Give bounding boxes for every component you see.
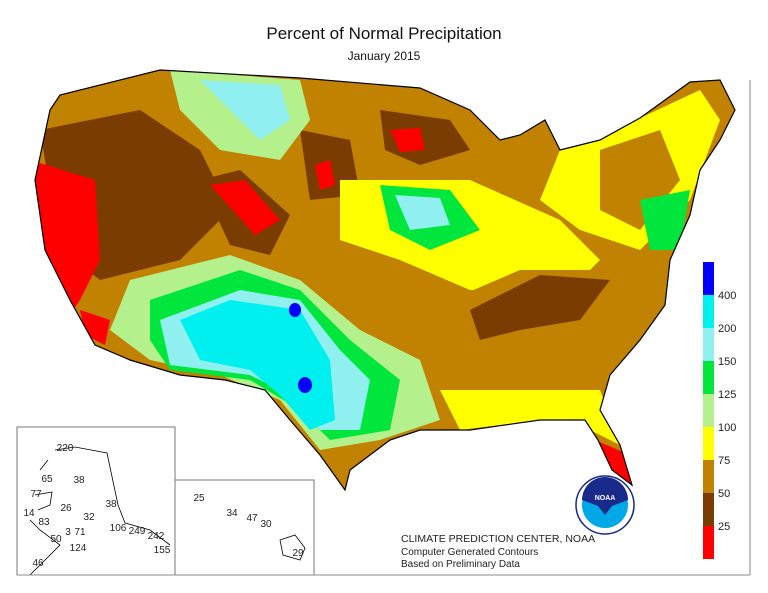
legend-swatch bbox=[703, 460, 714, 493]
logo-text: NOAA bbox=[595, 495, 616, 502]
legend-swatch bbox=[703, 328, 714, 361]
legend-swatch bbox=[703, 493, 714, 526]
alaska-value: 77 bbox=[30, 489, 42, 500]
legend-label: 25 bbox=[718, 521, 730, 533]
alaska-value: 26 bbox=[60, 503, 72, 514]
alaska-value: 83 bbox=[38, 517, 50, 528]
alaska-value: 249 bbox=[129, 526, 146, 537]
legend-swatch bbox=[703, 427, 714, 460]
alaska-value: 14 bbox=[23, 508, 35, 519]
hawaii-value: 30 bbox=[260, 519, 272, 530]
legend-label: 200 bbox=[718, 323, 736, 335]
legend-label: 75 bbox=[718, 455, 730, 467]
hawaii-value: 25 bbox=[193, 493, 205, 504]
legend-label: 100 bbox=[718, 422, 736, 434]
alaska-value: 38 bbox=[105, 499, 117, 510]
legend-swatch bbox=[703, 394, 714, 427]
alaska-value: 220 bbox=[57, 443, 74, 454]
legend-swatch bbox=[703, 262, 714, 295]
credit-line-1: CLIMATE PREDICTION CENTER, NOAA bbox=[401, 533, 596, 545]
alaska-inset bbox=[16, 426, 176, 576]
hawaii-value: 47 bbox=[246, 513, 258, 524]
alaska-value: 155 bbox=[154, 545, 171, 556]
credit-line-2: Computer Generated Contours bbox=[401, 547, 539, 558]
alaska-value: 46 bbox=[32, 558, 44, 569]
alaska-values: 220 65 38 77 26 14 38 83 32 106 249 242 503 71 124 155 4… bbox=[23, 443, 170, 569]
alaska-value: 71 bbox=[74, 527, 86, 538]
legend-label: 400 bbox=[718, 290, 736, 302]
map-title: Percent of Normal Precipitation bbox=[266, 24, 502, 43]
alaska-value: 32 bbox=[83, 512, 95, 523]
legend-swatch bbox=[703, 295, 714, 328]
legend-swatch bbox=[703, 361, 714, 394]
alaska-value: 38 bbox=[73, 475, 85, 486]
noaa-logo: NOAA bbox=[575, 475, 635, 535]
legend-label: 50 bbox=[718, 488, 730, 500]
credit-line-3: Based on Preliminary Data bbox=[401, 559, 520, 570]
hawaii-value: 34 bbox=[226, 508, 238, 519]
alaska-value: 3 bbox=[65, 527, 71, 538]
legend-swatch bbox=[703, 526, 714, 559]
alaska-value: 65 bbox=[41, 474, 53, 485]
alaska-value: 106 bbox=[110, 523, 127, 534]
hawaii-inset bbox=[174, 479, 315, 576]
map-subtitle: January 2015 bbox=[347, 49, 421, 63]
alaska-value: 242 bbox=[148, 531, 165, 542]
alaska-value: 124 bbox=[70, 543, 87, 554]
hawaii-value: 29 bbox=[292, 548, 304, 559]
alaska-value: 50 bbox=[50, 534, 62, 545]
legend-label: 150 bbox=[718, 356, 736, 368]
legend-label: 125 bbox=[718, 389, 736, 401]
legend: 400 200 150 125 100 75 50 25 bbox=[703, 262, 736, 559]
